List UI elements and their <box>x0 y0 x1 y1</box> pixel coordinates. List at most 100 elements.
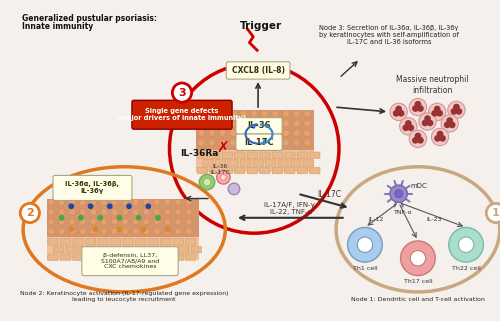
FancyBboxPatch shape <box>253 160 263 166</box>
Circle shape <box>304 110 310 117</box>
Circle shape <box>144 228 150 234</box>
Circle shape <box>262 120 268 127</box>
FancyBboxPatch shape <box>160 254 170 260</box>
Circle shape <box>453 104 460 110</box>
Circle shape <box>48 199 54 205</box>
Text: mDC: mDC <box>410 183 427 189</box>
Circle shape <box>432 128 448 146</box>
Circle shape <box>80 219 86 225</box>
Circle shape <box>240 110 247 117</box>
Circle shape <box>164 226 170 232</box>
Circle shape <box>88 203 94 209</box>
Circle shape <box>417 137 424 144</box>
FancyBboxPatch shape <box>234 168 245 174</box>
Circle shape <box>216 170 230 184</box>
Circle shape <box>390 103 407 121</box>
Circle shape <box>304 130 310 136</box>
Circle shape <box>144 219 150 225</box>
FancyBboxPatch shape <box>54 247 64 253</box>
Circle shape <box>293 110 300 117</box>
Circle shape <box>186 219 192 225</box>
Circle shape <box>432 110 438 117</box>
FancyBboxPatch shape <box>136 239 145 245</box>
Text: TNF-α: TNF-α <box>394 211 413 215</box>
FancyBboxPatch shape <box>166 247 176 253</box>
FancyBboxPatch shape <box>86 239 96 245</box>
Circle shape <box>436 110 443 117</box>
Circle shape <box>175 228 181 234</box>
FancyBboxPatch shape <box>298 168 308 174</box>
Circle shape <box>458 237 474 252</box>
FancyBboxPatch shape <box>197 152 207 158</box>
Circle shape <box>78 215 84 221</box>
FancyBboxPatch shape <box>73 239 83 245</box>
Circle shape <box>282 130 290 136</box>
FancyBboxPatch shape <box>298 152 308 158</box>
Circle shape <box>448 101 465 119</box>
Circle shape <box>132 219 139 225</box>
Circle shape <box>304 139 310 146</box>
FancyBboxPatch shape <box>48 254 58 260</box>
Circle shape <box>272 110 279 117</box>
FancyBboxPatch shape <box>123 254 133 260</box>
Circle shape <box>357 237 372 252</box>
FancyBboxPatch shape <box>303 160 313 166</box>
Circle shape <box>58 219 64 225</box>
Circle shape <box>200 174 214 190</box>
FancyBboxPatch shape <box>82 247 178 275</box>
Circle shape <box>144 209 150 215</box>
Circle shape <box>69 228 75 234</box>
Circle shape <box>208 110 215 117</box>
Circle shape <box>48 228 54 234</box>
Circle shape <box>154 228 160 234</box>
Text: IL-12: IL-12 <box>369 217 384 222</box>
Circle shape <box>132 209 139 215</box>
Circle shape <box>69 219 75 225</box>
FancyBboxPatch shape <box>123 239 133 245</box>
FancyBboxPatch shape <box>210 152 220 158</box>
Circle shape <box>240 130 247 136</box>
FancyBboxPatch shape <box>228 160 238 166</box>
FancyBboxPatch shape <box>173 254 183 260</box>
Circle shape <box>414 133 422 139</box>
Circle shape <box>198 110 204 117</box>
Circle shape <box>164 199 170 205</box>
Circle shape <box>282 120 290 127</box>
Circle shape <box>293 130 300 136</box>
FancyBboxPatch shape <box>192 247 202 253</box>
Circle shape <box>434 106 440 112</box>
Circle shape <box>116 215 122 221</box>
Text: Trigger: Trigger <box>240 22 282 31</box>
Circle shape <box>446 117 453 124</box>
Circle shape <box>208 130 215 136</box>
Circle shape <box>414 101 422 108</box>
Circle shape <box>80 228 86 234</box>
Text: IL-36α, IL-36β,
IL-36γ: IL-36α, IL-36β, IL-36γ <box>66 181 120 195</box>
FancyBboxPatch shape <box>142 247 152 253</box>
Circle shape <box>208 120 215 127</box>
FancyBboxPatch shape <box>278 160 288 166</box>
Circle shape <box>140 226 146 232</box>
FancyBboxPatch shape <box>60 239 70 245</box>
FancyBboxPatch shape <box>66 247 76 253</box>
Circle shape <box>219 130 226 136</box>
Text: Th1 cell: Th1 cell <box>352 266 378 271</box>
Circle shape <box>154 199 160 205</box>
FancyBboxPatch shape <box>222 152 232 158</box>
FancyBboxPatch shape <box>128 247 139 253</box>
Circle shape <box>132 199 139 205</box>
Circle shape <box>400 241 435 275</box>
Circle shape <box>48 209 54 215</box>
Circle shape <box>428 103 446 121</box>
Circle shape <box>80 209 86 215</box>
Circle shape <box>448 227 484 262</box>
Circle shape <box>58 209 64 215</box>
Circle shape <box>144 199 150 205</box>
Circle shape <box>101 199 107 205</box>
Text: β-defensin, LL37,
S100A7/A8/A9 and
CXC chemokines: β-defensin, LL37, S100A7/A8/A9 and CXC c… <box>101 253 159 269</box>
Circle shape <box>122 209 128 215</box>
Circle shape <box>126 203 132 209</box>
Circle shape <box>228 183 240 195</box>
Circle shape <box>272 139 279 146</box>
Circle shape <box>219 139 226 146</box>
